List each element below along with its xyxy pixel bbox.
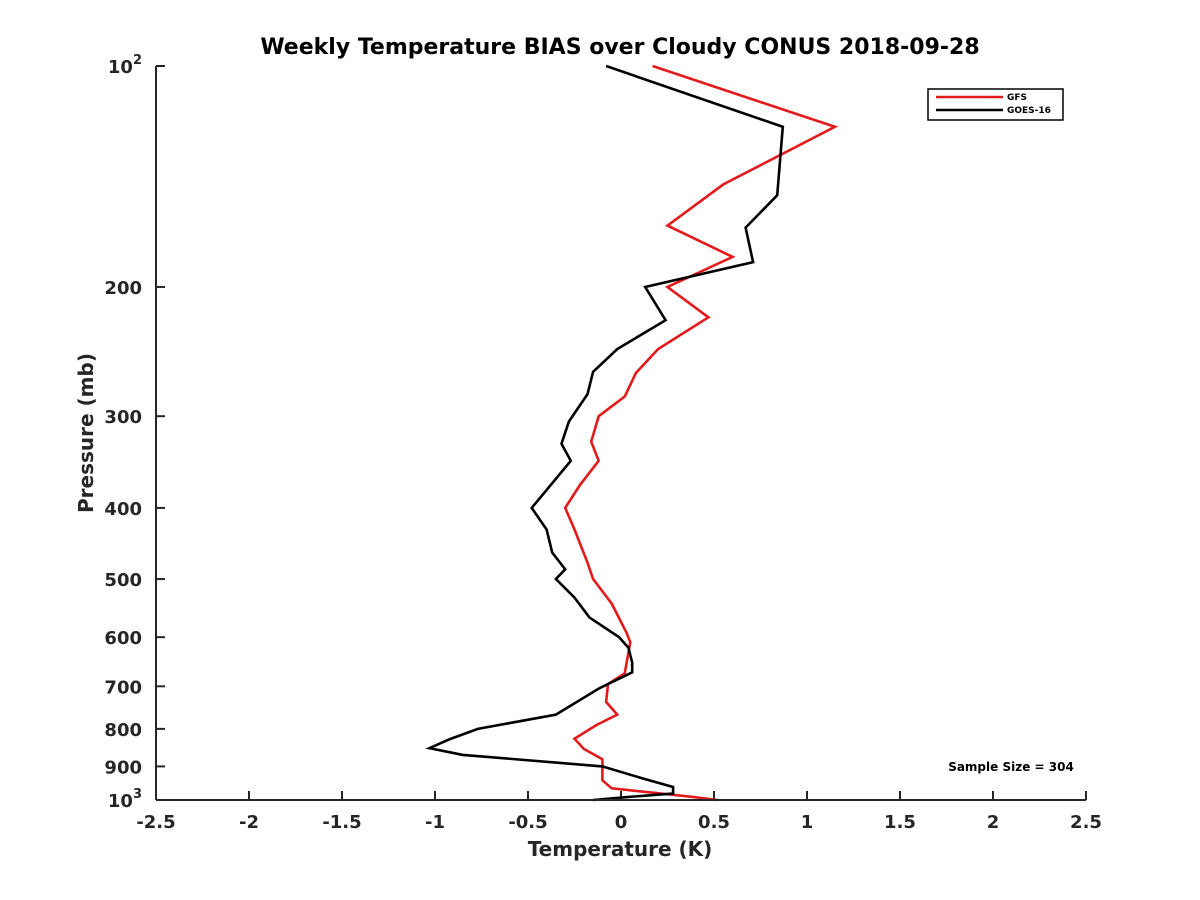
- y-tick-label: 500: [104, 570, 142, 591]
- series-line-gfs: [563, 64, 839, 802]
- y-tick-label: 103: [108, 787, 142, 812]
- x-tick-label: 2.5: [1070, 812, 1102, 833]
- y-tick-exponent: 2: [133, 53, 142, 68]
- x-tick-label: 1: [801, 812, 814, 833]
- x-tick-label: 2: [987, 812, 1000, 833]
- y-tick-base: 10: [108, 57, 133, 78]
- y-tick-label: 900: [104, 757, 142, 778]
- x-tick-label: -1.5: [322, 812, 361, 833]
- legend-label-goes16: GOES-16: [1007, 106, 1051, 116]
- x-tick-label: -2.5: [136, 812, 175, 833]
- x-axis-ticks: -2.5 -2 -1.5 -1 -0.5 0 0.5 1 1.5 2 2.5: [136, 791, 1102, 833]
- chart-title: Weekly Temperature BIAS over Cloudy CONU…: [260, 35, 979, 60]
- x-axis-label: Temperature (K): [528, 837, 713, 861]
- y-tick-label: 600: [104, 628, 142, 649]
- y-tick-label: 200: [104, 278, 142, 299]
- x-tick-label: -0.5: [508, 812, 547, 833]
- legend: GFS GOES-16: [927, 88, 1064, 121]
- y-tick-label: 800: [104, 720, 142, 741]
- y-tick-base: 10: [108, 791, 133, 812]
- y-tick-exponent: 3: [133, 787, 142, 802]
- y-tick-label: 400: [104, 499, 142, 520]
- y-tick-label: 102: [108, 53, 142, 78]
- y-tick-label: 300: [104, 407, 142, 428]
- legend-label-gfs: GFS: [1007, 93, 1027, 103]
- series-line-goes16: [425, 64, 785, 802]
- series-layer: [425, 64, 839, 802]
- y-tick-label: 700: [104, 677, 142, 698]
- legend-box: [927, 88, 1064, 121]
- x-tick-label: -1: [425, 812, 445, 833]
- x-tick-label: 1.5: [884, 812, 916, 833]
- x-tick-label: 0.5: [698, 812, 730, 833]
- x-tick-label: -2: [239, 812, 259, 833]
- y-axis-label: Pressure (mb): [74, 353, 98, 513]
- sample-size-annotation: Sample Size = 304: [948, 760, 1074, 774]
- x-tick-label: 0: [615, 812, 628, 833]
